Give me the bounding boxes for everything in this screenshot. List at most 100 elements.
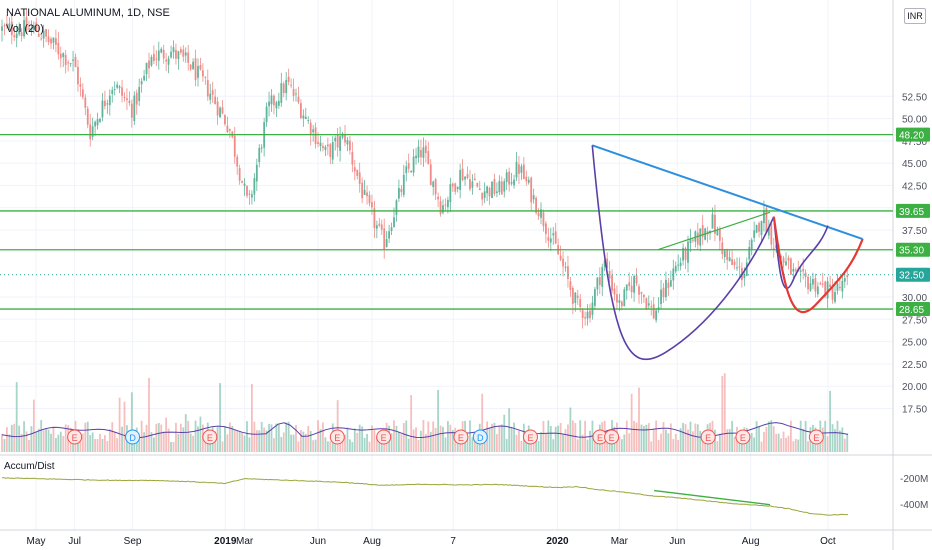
candle-body xyxy=(202,70,204,77)
volume-bar xyxy=(253,421,256,452)
price-badge-28.65: 28.65 xyxy=(899,305,924,316)
candle-body xyxy=(84,97,87,108)
accum-dist xyxy=(2,477,848,516)
y-tick-label: 37.50 xyxy=(902,226,927,237)
y-tick-label: 22.50 xyxy=(902,360,927,371)
candle-body xyxy=(410,171,413,173)
candle-body xyxy=(37,33,40,37)
y-tick-label: 17.50 xyxy=(902,405,927,416)
candle-body xyxy=(233,135,236,157)
volume-bar xyxy=(782,431,785,452)
candle-body xyxy=(640,292,643,294)
candle-body xyxy=(59,53,62,59)
candle-body xyxy=(750,239,753,250)
accum-dist-line xyxy=(2,477,848,516)
candle-body xyxy=(545,223,547,234)
volume-bar xyxy=(373,430,376,452)
candle-body xyxy=(214,96,217,105)
volume-bar xyxy=(123,401,126,452)
volume-bar xyxy=(182,427,185,452)
rising-channel-line xyxy=(657,211,771,251)
candle-body xyxy=(486,186,488,194)
volume-bar xyxy=(128,439,131,452)
volume-bar xyxy=(836,420,839,452)
candle-body xyxy=(687,241,689,263)
candle-body xyxy=(478,188,481,191)
candle-body xyxy=(385,239,388,247)
volume-bar xyxy=(81,433,84,452)
candle-body xyxy=(611,275,613,291)
candle-body xyxy=(285,79,288,94)
candle-body xyxy=(816,286,819,295)
volume-bar xyxy=(285,422,288,452)
candle-body xyxy=(579,298,582,307)
volume-bar xyxy=(341,441,344,452)
volume-bar xyxy=(755,421,758,452)
candle-body xyxy=(148,60,150,69)
volume-bar xyxy=(260,421,263,452)
candle-body xyxy=(716,230,719,236)
descending-trend-line xyxy=(591,144,864,240)
volume-bar xyxy=(104,435,106,452)
volume-bar xyxy=(714,429,716,452)
candle-body xyxy=(1,26,3,31)
volume-bar xyxy=(189,433,192,452)
volume-bar xyxy=(510,427,513,452)
volume-bar xyxy=(101,438,104,452)
candle-body xyxy=(209,93,212,100)
volume-bar xyxy=(831,424,834,452)
candle-body xyxy=(537,212,540,217)
candle-body xyxy=(140,81,143,85)
candle-body xyxy=(765,208,768,233)
volume-bar xyxy=(319,429,322,452)
volume-bar xyxy=(366,433,368,452)
candle-body xyxy=(407,163,410,169)
volume-bar xyxy=(383,439,386,452)
volume-bar xyxy=(243,435,246,452)
volume-bar xyxy=(537,441,540,452)
volume-bar xyxy=(437,389,439,452)
volume-bar xyxy=(633,420,635,452)
candle-body xyxy=(45,29,47,37)
volume-bar xyxy=(15,382,18,452)
volume-bar xyxy=(160,424,163,452)
candle-body xyxy=(216,101,219,116)
candle-body xyxy=(150,56,153,66)
currency-badge[interactable]: INR xyxy=(904,8,926,24)
price-badge-bg xyxy=(896,203,930,218)
volume-bar xyxy=(395,425,398,452)
candle-body xyxy=(559,255,562,260)
volume-bar xyxy=(699,430,702,452)
volume-bar xyxy=(194,420,197,452)
candle-body xyxy=(23,20,25,37)
volume-bar xyxy=(317,420,319,452)
volume-bar xyxy=(429,431,432,452)
x-tick-label: Aug xyxy=(742,536,760,547)
candle-body xyxy=(674,265,677,272)
candle-body xyxy=(368,194,371,204)
volume-bar xyxy=(358,424,361,452)
candle-body xyxy=(228,129,231,131)
candle-body xyxy=(598,277,601,286)
earnings-marker xyxy=(735,429,751,445)
candle-body xyxy=(530,177,533,203)
candle-body xyxy=(714,214,716,234)
volume-bar xyxy=(155,423,158,452)
volume-bar xyxy=(674,433,677,452)
candle-body xyxy=(650,306,653,308)
candle-body xyxy=(608,270,611,279)
volume-bar xyxy=(545,433,547,452)
volume-bar xyxy=(552,439,555,452)
volume-bar xyxy=(500,424,503,452)
volume-bar xyxy=(290,434,292,452)
volume-bar xyxy=(733,436,736,452)
volume-bar xyxy=(116,438,119,452)
candle-body xyxy=(606,258,609,268)
volume-bar xyxy=(726,429,729,452)
volume-bar xyxy=(405,420,408,452)
volume-bar xyxy=(645,424,648,452)
axes: 52.5050.0047.5045.0042.5040.0037.5030.00… xyxy=(27,92,930,547)
volume-bar xyxy=(439,425,442,452)
candle-body xyxy=(123,96,126,98)
